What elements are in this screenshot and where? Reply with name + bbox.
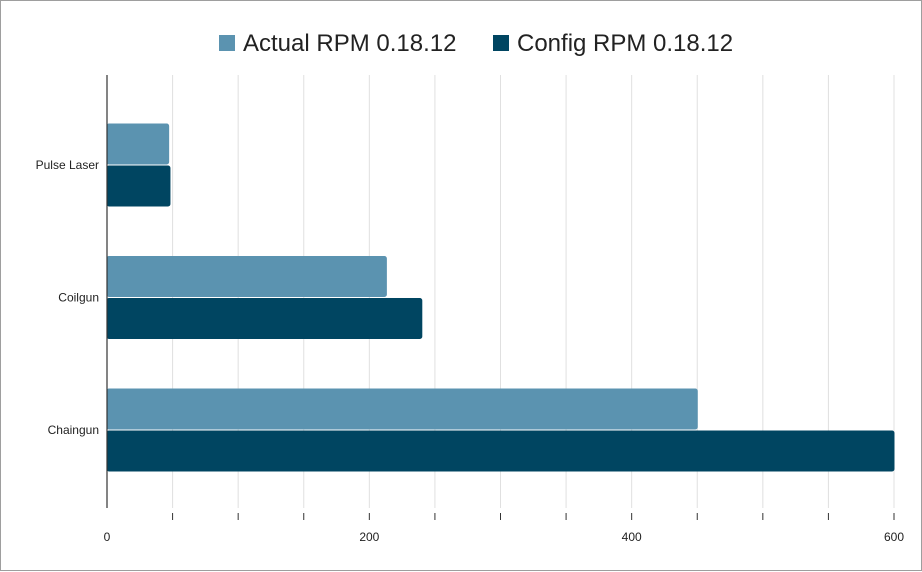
legend-swatch: [219, 35, 235, 51]
legend-swatch: [493, 35, 509, 51]
bar: [106, 256, 387, 297]
category-label: Pulse Laser: [36, 158, 99, 172]
legend-label: Actual RPM 0.18.12: [243, 30, 456, 57]
category-labels: Pulse Laser Coilgun Chaingun: [36, 158, 99, 437]
category-label: Coilgun: [58, 291, 99, 305]
x-tick-label: 600: [884, 530, 904, 544]
x-tick-label: 0: [104, 530, 111, 544]
x-tick-label: 200: [359, 530, 379, 544]
x-tick-label: 400: [622, 530, 642, 544]
bar: [106, 298, 423, 339]
bar: [106, 123, 170, 165]
category-label: Chaingun: [48, 423, 99, 437]
legend-label: Config RPM 0.18.12: [517, 30, 733, 57]
x-tick-labels: 0 200 400 600: [104, 530, 905, 544]
axes: [106, 75, 895, 520]
bar: [106, 388, 698, 430]
bar: [106, 165, 171, 207]
legend: Actual RPM 0.18.12 Config RPM 0.18.12: [219, 30, 733, 57]
bar: [106, 430, 895, 472]
